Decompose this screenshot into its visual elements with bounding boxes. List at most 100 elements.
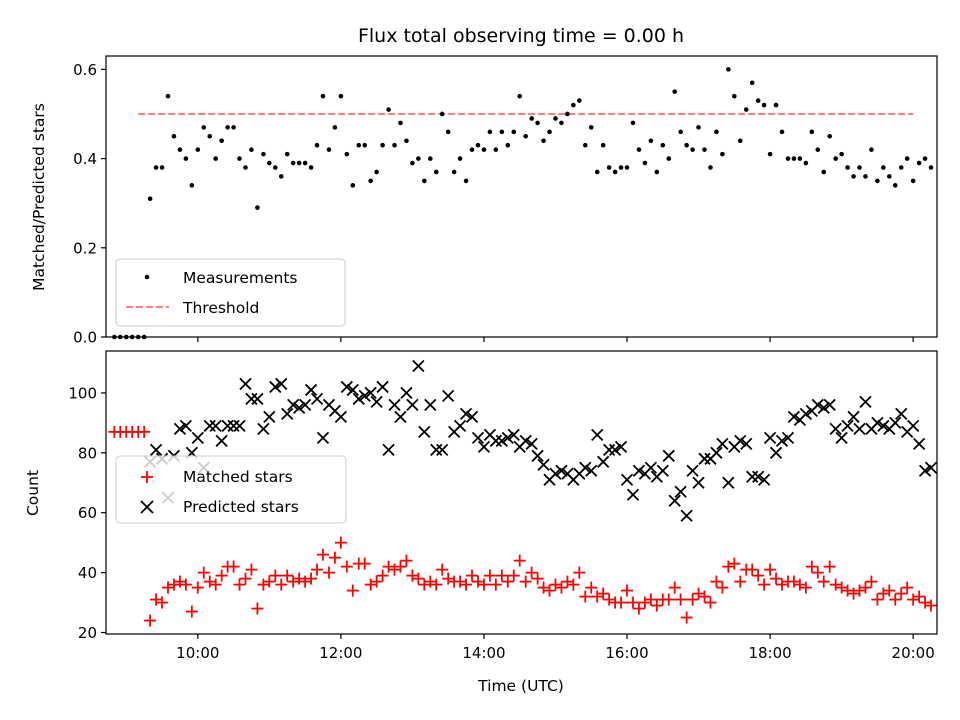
measurement-point [249, 147, 254, 152]
matched-star-point [597, 587, 610, 600]
matched-star-point [460, 578, 473, 591]
measurement-point [815, 147, 821, 152]
predicted-star-point [549, 467, 562, 480]
matched-star-point [346, 584, 359, 597]
matched-star-point [603, 593, 616, 606]
matched-star-point [871, 593, 884, 606]
predicted-star-point [501, 431, 514, 444]
matched-star-point [501, 575, 514, 588]
predicted-star-point [597, 455, 610, 468]
matched-star-point [311, 563, 324, 576]
matched-star-point [245, 563, 258, 576]
measurement-point [743, 107, 749, 112]
top-plot-area [112, 67, 934, 340]
measurement-point [499, 129, 505, 135]
predicted-star-point [418, 425, 431, 438]
matched-star-point [907, 593, 920, 606]
measurement-point [749, 80, 755, 86]
predicted-star-point [859, 395, 872, 409]
matched-star-point [621, 584, 634, 597]
measurement-point [809, 129, 815, 135]
matched-star-point [764, 563, 777, 576]
matched-star-point [483, 569, 496, 582]
measurement-point [636, 147, 642, 152]
measurement-point [737, 138, 743, 144]
measurement-point [928, 165, 934, 170]
matched-star-point [495, 569, 508, 582]
matched-star-point [442, 572, 455, 585]
measurement-point [773, 102, 779, 108]
measurement-point [523, 133, 528, 139]
matched-star-point [263, 575, 276, 588]
matched-star-point [197, 566, 210, 579]
matched-star-point [209, 578, 222, 591]
measurement-point [797, 156, 803, 161]
matched-star-point [358, 557, 371, 570]
measurement-point [839, 151, 844, 157]
measurement-point [475, 142, 481, 148]
predicted-star-point [531, 449, 544, 462]
predicted-star-point [209, 419, 222, 433]
predicted-star-point [281, 407, 294, 421]
predicted-star-point [346, 383, 359, 397]
measurement-point [380, 142, 385, 148]
measurement-point [338, 93, 344, 99]
predicted-star-point [310, 392, 324, 406]
bottom-y-tick-label: 80 [78, 444, 97, 462]
measurement-point [171, 133, 177, 139]
predicted-star-point [382, 443, 395, 456]
measurement-point [225, 125, 230, 130]
predicted-star-point [340, 380, 353, 394]
predicted-star-point [847, 410, 860, 424]
predicted-star-point [394, 410, 407, 424]
matched-star-point [305, 572, 318, 585]
matched-star-point [424, 575, 437, 588]
measurement-point [702, 147, 707, 152]
matched-star-point [388, 563, 401, 576]
matched-star-point [901, 581, 914, 594]
top-plot-frame [105, 55, 938, 338]
matched-star-point [680, 611, 693, 624]
predicted-star-point [388, 398, 401, 412]
matched-star-point [847, 587, 860, 600]
predicted-star-point [769, 446, 783, 459]
predicted-star-point [823, 398, 836, 412]
predicted-star-point [781, 431, 795, 444]
measurement-point [463, 178, 469, 184]
predicted-star-point [632, 464, 646, 477]
bottom-y-tick-label: 60 [78, 504, 97, 522]
matched-star-point [585, 581, 598, 594]
measurement-point [594, 169, 600, 175]
predicted-star-point [149, 443, 163, 456]
predicted-star-point [817, 401, 830, 415]
measurement-point [863, 174, 868, 179]
measurement-point [708, 165, 713, 170]
top-y-tick-label: 0.0 [73, 329, 97, 347]
measurement-point [767, 151, 773, 157]
bottom-x-tick-label: 20:00 [892, 644, 935, 662]
matched-star-point [167, 578, 180, 591]
predicted-star-point [608, 443, 622, 456]
measurement-point [881, 165, 886, 170]
predicted-star-point [334, 410, 348, 424]
predicted-star-point [710, 446, 723, 459]
measurement-point [904, 156, 910, 161]
matched-star-point [382, 560, 395, 573]
predicted-star-point [585, 464, 598, 477]
measurement-point [189, 183, 195, 188]
matched-star-point [835, 581, 848, 594]
measurement-point [386, 107, 391, 112]
predicted-star-point [477, 440, 491, 453]
predicted-star-point [775, 434, 789, 447]
measurement-point [600, 142, 606, 148]
measurement-point [439, 111, 445, 117]
predicted-star-point [257, 422, 270, 435]
measurement-point [416, 156, 421, 161]
measurement-point [624, 165, 630, 170]
measurement-point [308, 165, 314, 170]
predicted-star-point [507, 428, 520, 441]
measurement-point [362, 142, 368, 148]
top-y-axis: 0.0 0.2 0.4 0.6 [73, 61, 106, 347]
matched-star-point [716, 581, 729, 594]
predicted-star-point [889, 416, 902, 430]
